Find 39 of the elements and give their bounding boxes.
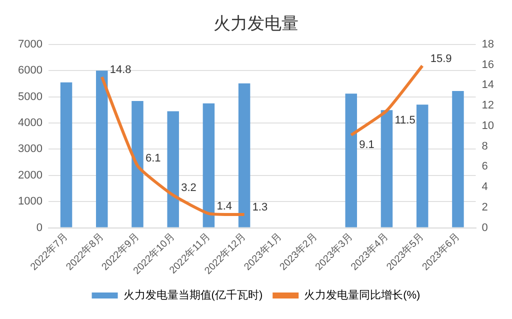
y-tick-label: 1000 (18, 196, 42, 208)
bar (380, 110, 393, 228)
bar (416, 104, 428, 228)
bar (167, 111, 179, 228)
y2-tick-label: 14 (482, 79, 494, 92)
data-label: 14.8 (110, 64, 132, 76)
bar (96, 70, 108, 228)
chart-title: 火力发电量 (214, 14, 298, 33)
bar (452, 91, 464, 228)
y-tick-label: 3000 (18, 143, 42, 156)
data-label: 11.5 (394, 114, 416, 127)
data-label: 3.2 (181, 182, 196, 194)
y-tick-label: 7000 (18, 38, 42, 50)
y-tick-label: 2000 (18, 169, 42, 182)
bar (202, 103, 215, 228)
data-label: 1.3 (252, 202, 268, 214)
y-tick-label: 0 (36, 222, 42, 234)
data-label: 9.1 (359, 139, 374, 152)
y-tick-label: 6000 (18, 64, 42, 77)
y2-tick-label: 6 (482, 160, 488, 173)
y-tick-label: 5000 (18, 90, 42, 103)
y2-tick-label: 10 (482, 120, 494, 132)
data-label: 15.9 (430, 52, 452, 65)
y2-tick-label: 16 (482, 58, 494, 71)
bar (238, 83, 250, 228)
y2-tick-label: 4 (482, 181, 488, 194)
y-tick-label: 4000 (18, 117, 42, 130)
bar (132, 100, 144, 228)
data-label: 1.4 (216, 200, 232, 213)
y2-tick-label: 2 (482, 201, 488, 214)
y2-tick-label: 0 (482, 222, 488, 234)
bar (60, 82, 72, 228)
bar (345, 94, 358, 228)
y2-tick-label: 18 (482, 38, 494, 50)
legend-label: 火力发电量同比增长(%) (304, 288, 420, 302)
legend-label: 火力发电量当期值(亿千瓦时) (123, 288, 263, 302)
y2-tick-label: 12 (482, 100, 494, 112)
y2-tick-label: 8 (482, 140, 488, 152)
data-label: 6.1 (145, 152, 161, 165)
